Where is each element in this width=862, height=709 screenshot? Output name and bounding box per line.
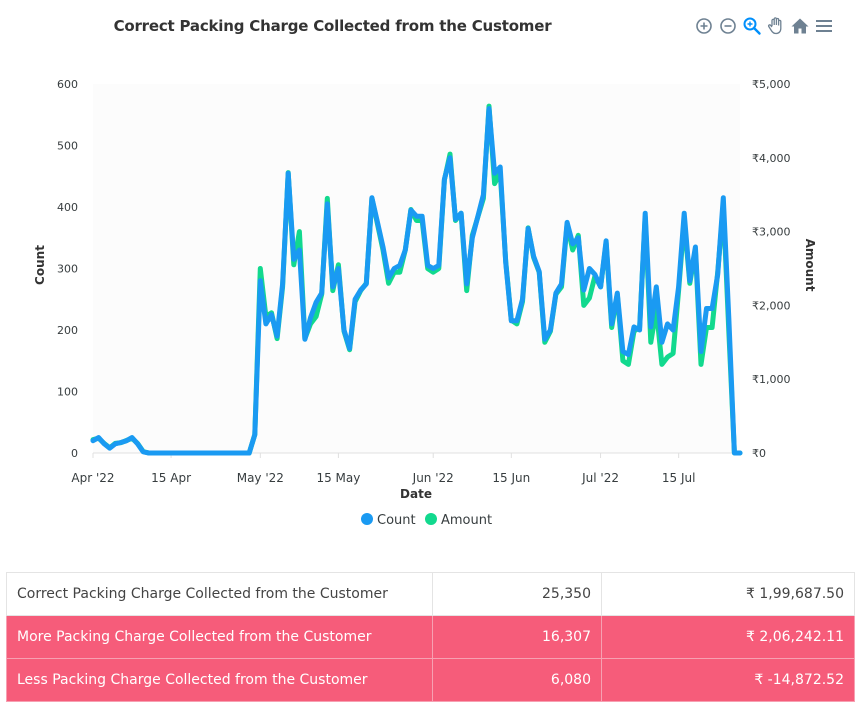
x-tick-label: Apr '22	[71, 471, 114, 485]
legend-label-count: Count	[377, 513, 416, 528]
legend-item-amount[interactable]: Amount	[425, 513, 492, 528]
series-layer	[90, 103, 743, 456]
row-label: Less Packing Charge Collected from the C…	[6, 658, 433, 702]
y-tick-label: 0	[71, 447, 78, 460]
legend-item-count[interactable]: Count	[361, 513, 416, 528]
y2-axis-title: Amount	[803, 239, 817, 292]
chart-title: Correct Packing Charge Collected from th…	[113, 17, 552, 35]
row-label: Correct Packing Charge Collected from th…	[6, 572, 433, 616]
y-tick-label: 200	[57, 324, 78, 337]
row-count: 6,080	[432, 658, 602, 702]
row-count: 25,350	[432, 572, 602, 616]
legend-marker-count	[361, 513, 373, 525]
y2-tick-label: ₹4,000	[752, 152, 791, 165]
x-axis: Apr '22 15 Apr May '22 15 May Jun '22 15 Jun J…	[71, 453, 695, 485]
x-tick-label: 15 May	[316, 471, 360, 485]
x-tick-label: 15 Jun	[492, 471, 530, 485]
y2-tick-label: ₹1,000	[752, 373, 791, 386]
pan-hand-icon[interactable]	[766, 16, 786, 36]
y2-tick-label: ₹3,000	[752, 226, 791, 239]
menu-icon[interactable]	[814, 16, 834, 36]
y-axis-right: ₹0 ₹1,000 ₹2,000 ₹3,000 ₹4,000 ₹5,000	[752, 78, 791, 460]
zoom-in-icon[interactable]	[694, 16, 714, 36]
y-tick-label: 600	[57, 78, 78, 91]
table-row: Correct Packing Charge Collected from th…	[6, 572, 855, 616]
y-tick-label: 300	[57, 263, 78, 276]
chart-toolbar	[694, 16, 834, 36]
row-amount: ₹ -14,872.52	[601, 658, 855, 702]
row-amount: ₹ 1,99,687.50	[601, 572, 855, 616]
y2-tick-label: ₹2,000	[752, 299, 791, 312]
series-line-count	[90, 106, 743, 456]
row-label: More Packing Charge Collected from the C…	[6, 615, 433, 659]
chart-plot: 0 100 200 300 400 500 600 ₹0 ₹1,000 ₹2,000 ₹3,000…	[33, 78, 817, 528]
y-tick-label: 100	[57, 386, 78, 399]
x-tick-label: Jul '22	[581, 471, 619, 485]
row-amount: ₹ 2,06,242.11	[601, 615, 855, 659]
y2-tick-label: ₹5,000	[752, 78, 791, 91]
table-row: Less Packing Charge Collected from the C…	[6, 658, 855, 702]
legend-label-amount: Amount	[441, 513, 492, 528]
plot-area	[93, 84, 740, 453]
x-tick-label: May '22	[237, 471, 284, 485]
y-axis-left: 0 100 200 300 400 500 600	[57, 78, 78, 460]
row-count: 16,307	[432, 615, 602, 659]
y-tick-label: 400	[57, 201, 78, 214]
chart-container: Correct Packing Charge Collected from th…	[33, 16, 834, 528]
legend: Count Amount	[361, 513, 492, 528]
magnifier-icon[interactable]	[742, 16, 762, 36]
summary-table: Correct Packing Charge Collected from th…	[6, 572, 855, 702]
zoom-out-icon[interactable]	[718, 16, 738, 36]
home-icon[interactable]	[790, 16, 810, 36]
x-tick-label: Jun '22	[412, 471, 454, 485]
x-tick-label: 15 Jul	[662, 471, 696, 485]
y-axis-title: Count	[33, 245, 47, 285]
legend-marker-amount	[425, 513, 437, 525]
y2-tick-label: ₹0	[752, 447, 766, 460]
x-tick-label: 15 Apr	[151, 471, 191, 485]
y-tick-label: 500	[57, 140, 78, 153]
x-axis-title: Date	[400, 487, 432, 501]
table-row: More Packing Charge Collected from the C…	[6, 615, 855, 659]
